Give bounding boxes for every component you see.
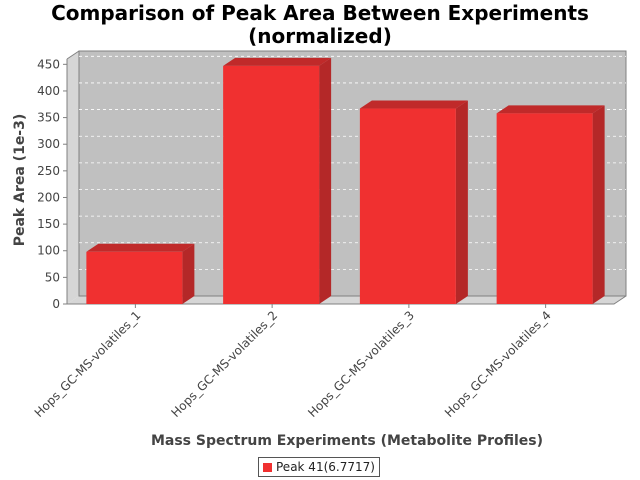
- chart-title-line-2: (normalized): [248, 24, 392, 48]
- y-axis-title: Peak Area (1e-3): [12, 114, 28, 247]
- x-axis: Hops_GC-MS-volatiles_1 Hops_GC-MS-volatil…: [32, 304, 554, 420]
- bar-side: [592, 105, 605, 305]
- y-tick-label: 100: [37, 244, 60, 258]
- bar: [359, 100, 468, 304]
- x-tick-label: Hops_GC-MS-volatiles_4: [442, 308, 554, 420]
- x-axis-title: Mass Spectrum Experiments (Metabolite Pr…: [151, 433, 543, 449]
- legend: Peak 41(6.7717): [258, 457, 380, 477]
- bar-front: [86, 251, 183, 304]
- y-tick-label: 400: [37, 84, 60, 98]
- legend-label: Peak 41(6.7717): [276, 460, 375, 474]
- legend-swatch: [263, 462, 272, 472]
- bar-top: [223, 57, 332, 66]
- bar-side: [455, 100, 468, 304]
- bar: [223, 57, 332, 304]
- plot-left-wall: [67, 51, 79, 304]
- bar-top: [359, 100, 468, 109]
- bar-front: [359, 108, 456, 304]
- x-tick-label: Hops_GC-MS-volatiles_3: [305, 308, 417, 420]
- y-axis: 0 50 100 150 200 250 300 350 400 450: [37, 57, 68, 311]
- bar-front: [496, 113, 593, 305]
- chart-title: Comparison of Peak Area Between Experime…: [0, 2, 640, 48]
- bar-top: [496, 105, 605, 114]
- plot-floor: [67, 296, 626, 304]
- bar-front: [223, 65, 320, 304]
- y-tick-label: 50: [45, 270, 60, 284]
- bars: [86, 57, 605, 305]
- x-tick-label: Hops_GC-MS-volatiles_1: [32, 308, 144, 420]
- y-tick-label: 350: [37, 111, 60, 125]
- bar-side: [182, 243, 195, 304]
- bar-top: [86, 243, 195, 252]
- y-tick-label: 0: [52, 297, 60, 311]
- bar: [86, 243, 195, 304]
- bar-side: [319, 57, 332, 304]
- y-tick-label: 300: [37, 137, 60, 151]
- y-tick-label: 150: [37, 217, 60, 231]
- chart-title-line-1: Comparison of Peak Area Between Experime…: [51, 1, 589, 25]
- plot-top-edge: [66, 50, 80, 60]
- y-tick-label: 200: [37, 190, 60, 204]
- x-tick-label: Hops_GC-MS-volatiles_2: [169, 308, 281, 420]
- y-tick-label: 250: [37, 164, 60, 178]
- bar: [496, 105, 605, 305]
- y-tick-label: 450: [37, 57, 60, 71]
